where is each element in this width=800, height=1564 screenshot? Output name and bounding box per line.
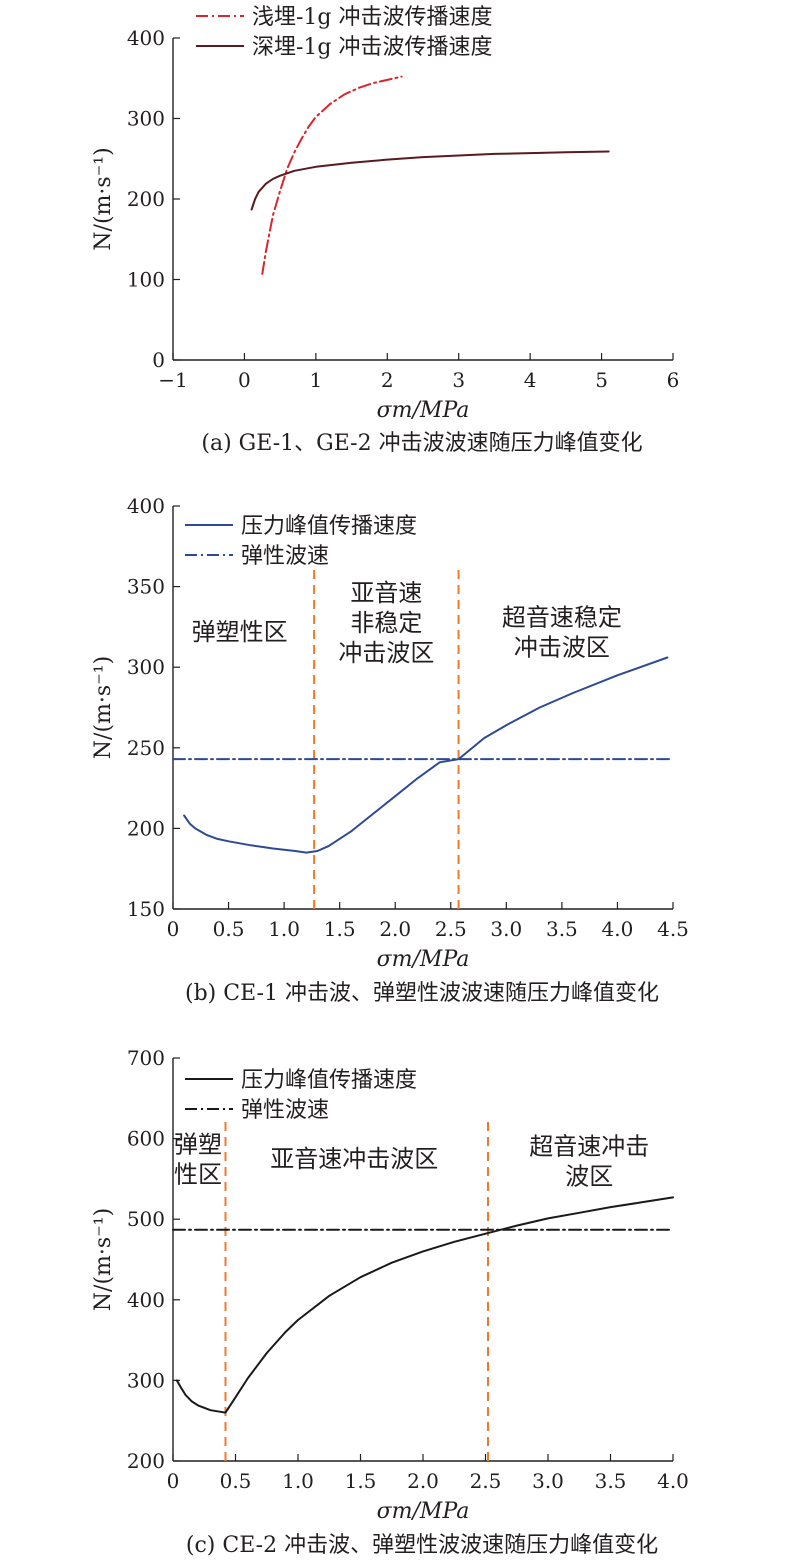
zone-label: 弹塑性区 <box>192 618 288 646</box>
x-tick-label: 3.5 <box>546 917 578 941</box>
x-tick-label: 6 <box>667 368 680 392</box>
y-tick-label: 600 <box>127 1127 165 1151</box>
x-tick-label: 4.5 <box>657 917 689 941</box>
x-axis-label: σm/MPa <box>377 947 470 972</box>
zone-label: 超音速稳定 <box>502 603 622 631</box>
x-tick-label: 2 <box>381 368 394 392</box>
x-tick-label: 2.5 <box>435 917 467 941</box>
chart-b: 0 0.5 1.0 1.5 2.0 2.5 3.0 3.5 4.0 4.5 150 200 250 300… <box>91 494 689 1006</box>
zone-label: 弹塑 <box>174 1130 222 1158</box>
y-tick-label: 300 <box>127 107 165 131</box>
x-tick-label: 2.0 <box>379 917 411 941</box>
series-line <box>261 75 403 275</box>
legend-label: 深埋-1g 冲击波传播速度 <box>252 35 493 60</box>
y-tick-label: 200 <box>127 1449 165 1473</box>
zone-label: 性区 <box>174 1160 222 1188</box>
x-axis-label: σm/MPa <box>377 398 470 423</box>
x-axis-label: σm/MPa <box>377 1499 470 1524</box>
x-tick-label: 1.5 <box>345 1469 377 1493</box>
y-tick-label: 700 <box>127 1046 165 1070</box>
zone-label: 非稳定 <box>350 609 422 637</box>
y-tick-label: 300 <box>127 655 165 679</box>
chart-caption: (b) CE-1 冲击波、弹塑性波波速随压力峰值变化 <box>185 981 659 1006</box>
x-tick-label: 4.0 <box>602 917 634 941</box>
x-tick-label: −1 <box>158 368 187 392</box>
x-tick-label: 3.5 <box>595 1469 627 1493</box>
y-axis-label: N/(m·s⁻¹) <box>91 147 116 250</box>
chart-a: −1 0 1 2 3 4 5 60100200300400σm/MPaN/(m·s⁻¹)(a)… <box>91 5 679 456</box>
series-line <box>183 656 669 854</box>
x-tick-label: 1.0 <box>268 917 300 941</box>
chart-c: 0 0.5 1.0 1.5 2.0 2.5 3.0 3.5 4.0 200 300 400 500 600… <box>91 1046 689 1558</box>
legend-label: 浅埋-1g 冲击波传播速度 <box>252 5 493 30</box>
x-tick-label: 2.0 <box>407 1469 439 1493</box>
y-tick-label: 250 <box>127 736 165 760</box>
zone-label: 冲击波区 <box>338 639 434 667</box>
y-tick-label: 500 <box>127 1207 165 1231</box>
y-tick-label: 0 <box>152 348 165 372</box>
y-tick-label: 100 <box>127 268 165 292</box>
y-axis-label: N/(m·s⁻¹) <box>91 656 116 759</box>
chart-caption: (c) CE-2 冲击波、弹塑性波波速随压力峰值变化 <box>186 1533 658 1558</box>
x-tick-label: 3.0 <box>490 917 522 941</box>
zone-label: 亚音速 <box>350 579 422 607</box>
x-tick-label: 4 <box>524 368 537 392</box>
legend-label: 压力峰值传播速度 <box>241 514 417 539</box>
x-tick-label: 3.0 <box>532 1469 564 1493</box>
zone-label: 波区 <box>565 1163 613 1191</box>
zone-label: 冲击波区 <box>514 633 610 661</box>
y-tick-label: 400 <box>127 494 165 518</box>
y-tick-label: 400 <box>127 26 165 50</box>
chart-caption: (a) GE-1、GE-2 冲击波波速随压力峰值变化 <box>201 431 642 456</box>
y-tick-label: 150 <box>127 897 165 921</box>
y-tick-label: 200 <box>127 816 165 840</box>
x-tick-label: 1 <box>309 368 322 392</box>
x-tick-label: 0 <box>238 368 251 392</box>
x-tick-label: 4.0 <box>657 1469 689 1493</box>
x-tick-label: 3 <box>452 368 465 392</box>
zone-label: 超音速冲击 <box>529 1133 649 1161</box>
series-line <box>250 150 610 211</box>
y-tick-label: 200 <box>127 187 165 211</box>
x-tick-label: 5 <box>595 368 608 392</box>
legend-label: 弹性波速 <box>241 1098 329 1123</box>
legend-label: 压力峰值传播速度 <box>241 1068 417 1093</box>
series-line <box>175 1196 674 1414</box>
x-tick-label: 1.5 <box>324 917 356 941</box>
y-axis-label: N/(m·s⁻¹) <box>91 1208 116 1311</box>
y-tick-label: 300 <box>127 1368 165 1392</box>
zone-label: 亚音速冲击波区 <box>270 1145 438 1173</box>
y-tick-label: 350 <box>127 575 165 599</box>
x-tick-label: 0.5 <box>213 917 245 941</box>
legend-label: 弹性波速 <box>241 544 329 569</box>
x-tick-label: 0 <box>167 917 180 941</box>
x-tick-label: 2.5 <box>470 1469 502 1493</box>
y-tick-label: 400 <box>127 1288 165 1312</box>
x-tick-label: 0.5 <box>220 1469 252 1493</box>
x-tick-label: 1.0 <box>282 1469 314 1493</box>
x-tick-label: 0 <box>167 1469 180 1493</box>
